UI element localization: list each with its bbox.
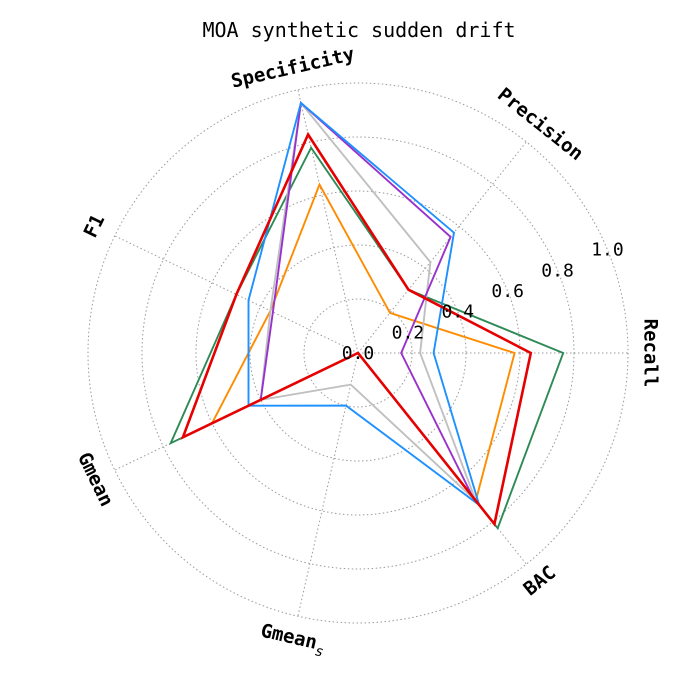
series-layer [168,100,565,531]
grid-spoke [297,352,359,617]
axis-label-gmean: Gmean [73,449,118,510]
grid-spoke [297,89,359,354]
radial-tick-label: 0.0 [342,343,375,364]
grid-ring [87,82,629,624]
radial-tick-label: 0.6 [491,281,524,302]
grid-ring [195,190,521,516]
radial-tick-labels: 0.0 0.2 0.4 0.6 0.8 1.0 [342,240,624,364]
grid-spoke [357,141,527,354]
axis-label-f1: F1 [80,211,110,241]
series-polygon-5 [247,101,481,508]
series-polygon-3 [259,100,477,502]
axis-label-specificity: Specificity [229,43,357,93]
chart-title: MOA synthetic sudden drift [202,18,515,42]
axis-label-bac: BAC [519,562,560,601]
series-polygon-4 [259,100,474,498]
grid-spoke [114,235,359,354]
radial-tick-label: 0.2 [392,322,425,343]
axis-label-gmean-s: Gmeans [257,619,327,660]
radial-tick-label: 0.4 [442,302,475,323]
radial-tick-label: 1.0 [591,240,624,261]
grid-ring [303,298,413,408]
radial-tick-label: 0.8 [541,260,574,281]
axis-label-precision: Precision [493,84,587,165]
series-polygon-6 [180,131,533,527]
axis-label-recall: Recall [640,319,662,388]
